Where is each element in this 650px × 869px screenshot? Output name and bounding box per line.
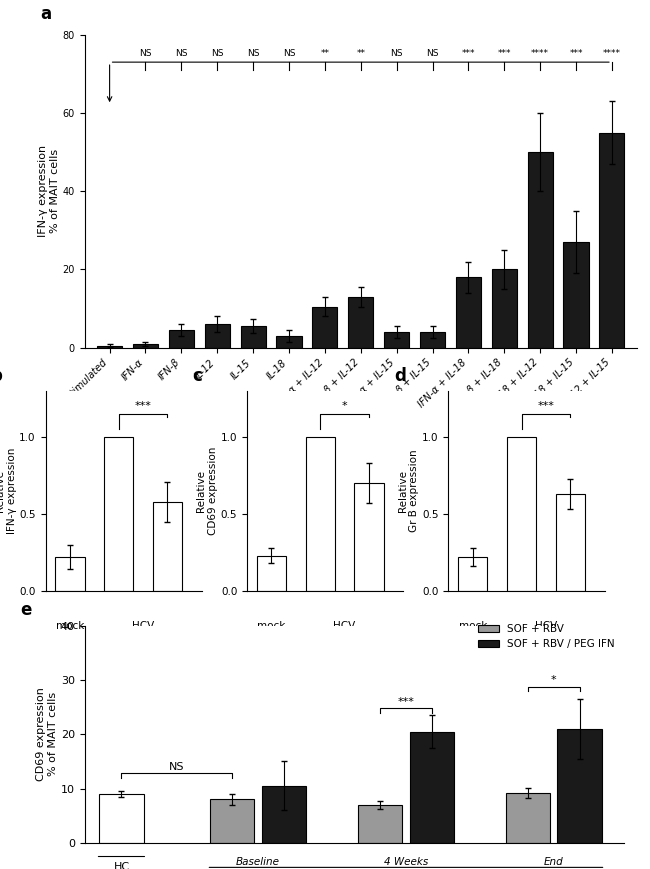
Bar <box>599 133 625 348</box>
Text: 4 Weeks: 4 Weeks <box>384 857 428 866</box>
Y-axis label: Relative
Gr B expression: Relative Gr B expression <box>398 449 419 533</box>
Bar <box>558 729 602 843</box>
Text: NS: NS <box>247 50 259 58</box>
Bar <box>276 336 302 348</box>
Bar <box>55 557 84 591</box>
Text: Baseline: Baseline <box>236 857 280 866</box>
Bar <box>456 277 481 348</box>
Text: NS: NS <box>175 50 188 58</box>
Bar <box>240 326 266 348</box>
Text: ****: **** <box>603 50 621 58</box>
Text: mock: mock <box>257 620 285 631</box>
Bar <box>420 332 445 348</box>
Y-axis label: IFN-γ expression
% of MAIT cells: IFN-γ expression % of MAIT cells <box>38 145 60 237</box>
Bar <box>210 799 255 843</box>
Text: ***: *** <box>538 401 554 411</box>
Text: HCV: HCV <box>333 620 356 631</box>
Bar <box>564 242 588 348</box>
Text: B18R: B18R <box>153 651 181 661</box>
Bar <box>153 501 182 591</box>
Bar <box>384 332 410 348</box>
Text: **: ** <box>356 50 365 58</box>
Text: HCV: HCV <box>535 620 557 631</box>
Text: ***: *** <box>398 697 415 706</box>
Text: NS: NS <box>211 50 224 58</box>
Text: NS: NS <box>426 50 439 58</box>
Text: PBS: PBS <box>310 651 330 661</box>
Bar <box>99 794 144 843</box>
Text: B18R: B18R <box>556 651 584 661</box>
Text: c: c <box>192 367 202 385</box>
Text: End: End <box>544 857 564 866</box>
Bar <box>205 324 230 348</box>
Y-axis label: Relative
CD69 expression: Relative CD69 expression <box>196 447 218 535</box>
Text: HC: HC <box>113 862 129 869</box>
Text: b: b <box>0 367 3 385</box>
Bar <box>262 786 306 843</box>
Bar <box>458 557 488 591</box>
Text: **: ** <box>320 50 330 58</box>
Bar <box>491 269 517 348</box>
Text: e: e <box>20 600 31 619</box>
Text: PBS: PBS <box>109 651 129 661</box>
Text: ***: *** <box>569 50 583 58</box>
Text: *: * <box>342 401 347 411</box>
Legend: SOF + RBV, SOF + RBV / PEG IFN: SOF + RBV, SOF + RBV / PEG IFN <box>474 620 619 653</box>
Bar <box>306 437 335 591</box>
Bar <box>528 152 552 348</box>
Text: ***: *** <box>497 50 511 58</box>
Bar <box>104 437 133 591</box>
Bar <box>506 793 550 843</box>
Bar <box>169 330 194 348</box>
Text: ***: *** <box>462 50 475 58</box>
Bar <box>507 437 536 591</box>
Text: NS: NS <box>391 50 403 58</box>
Bar <box>354 483 383 591</box>
Bar <box>257 555 286 591</box>
Bar <box>410 732 454 843</box>
Bar <box>133 344 158 348</box>
Text: NS: NS <box>283 50 295 58</box>
Bar <box>556 494 585 591</box>
Y-axis label: CD69 expression
% of MAIT cells: CD69 expression % of MAIT cells <box>36 687 58 781</box>
Text: mock: mock <box>56 620 84 631</box>
Bar <box>358 805 402 843</box>
Text: B18R: B18R <box>355 651 383 661</box>
Text: NS: NS <box>139 50 151 58</box>
Text: mock: mock <box>459 620 487 631</box>
Text: ***: *** <box>135 401 151 411</box>
Text: NS: NS <box>169 762 185 772</box>
Text: *: * <box>551 675 556 685</box>
Bar <box>312 307 337 348</box>
Text: a: a <box>40 5 51 23</box>
Bar <box>348 297 373 348</box>
Text: HCV: HCV <box>132 620 154 631</box>
Text: PBS: PBS <box>512 651 532 661</box>
Y-axis label: Relative
IFN-γ expression: Relative IFN-γ expression <box>0 448 16 534</box>
Text: ****: **** <box>531 50 549 58</box>
Bar <box>97 346 122 348</box>
Text: d: d <box>394 367 406 385</box>
